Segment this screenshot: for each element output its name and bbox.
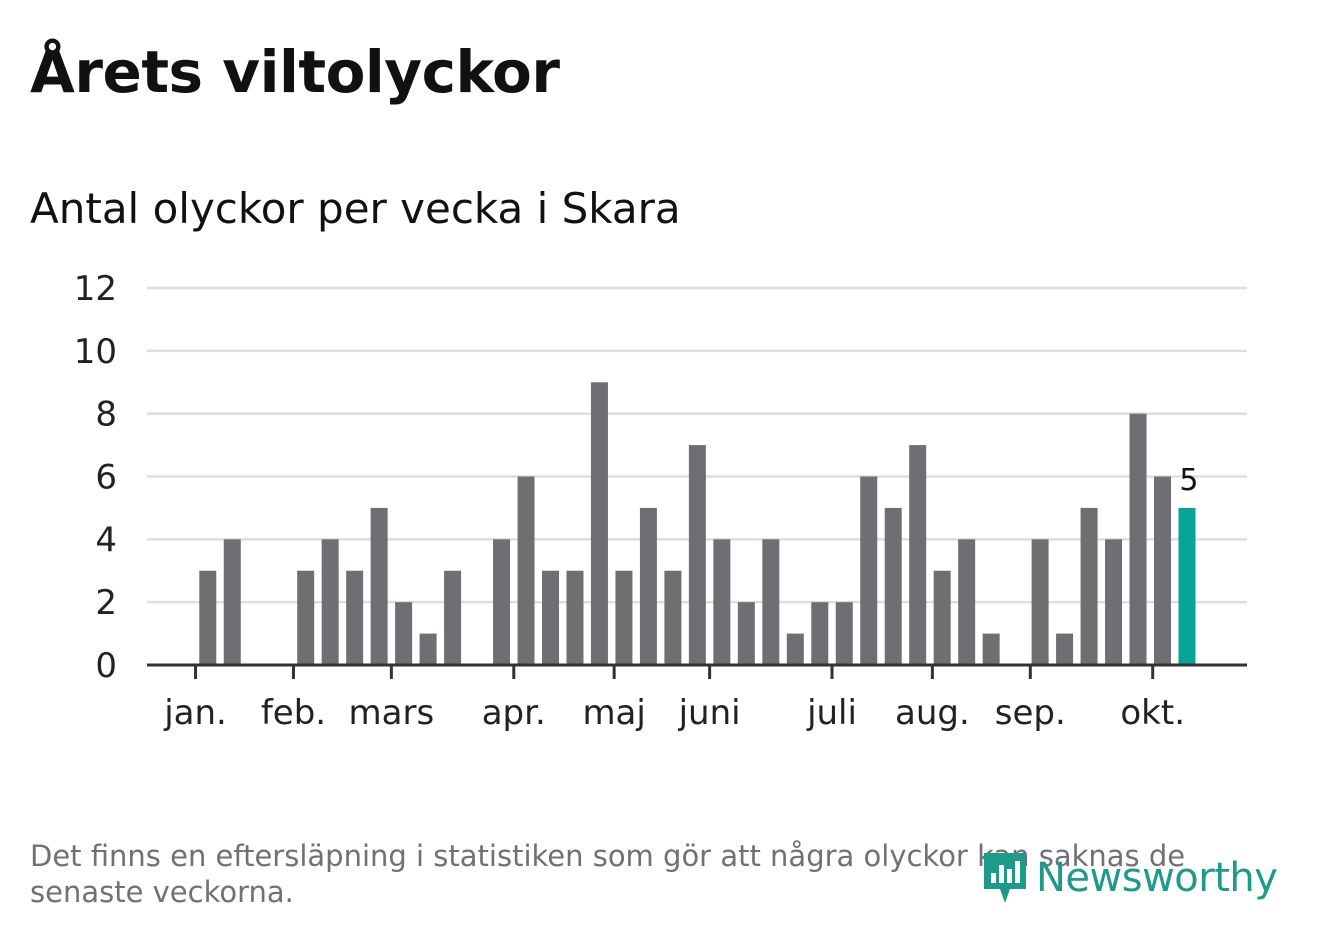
bar	[444, 570, 462, 665]
bar	[1105, 539, 1123, 665]
bar	[419, 633, 437, 665]
y-tick-label: 8	[95, 395, 117, 435]
bar	[737, 602, 755, 665]
bar	[615, 570, 633, 665]
bar	[762, 539, 780, 665]
bar	[346, 570, 364, 665]
bar-highlight	[1178, 507, 1196, 665]
x-tick-label: apr.	[482, 693, 546, 733]
y-tick-label: 2	[95, 583, 117, 623]
bar	[1154, 476, 1171, 665]
bar	[517, 476, 535, 665]
data-label: 5	[1179, 463, 1198, 498]
x-tick-label: jan.	[163, 693, 227, 733]
newsworthy-bar-chart-icon	[984, 853, 1026, 903]
x-tick-label: juli	[806, 693, 857, 733]
chart-title: Årets viltolyckor	[30, 38, 560, 106]
bar	[909, 445, 927, 665]
bar	[395, 602, 413, 665]
bar	[713, 539, 731, 665]
x-tick-label: okt.	[1120, 693, 1185, 733]
bar	[542, 570, 559, 665]
x-tick-label: feb.	[261, 693, 326, 733]
y-tick-label: 0	[95, 646, 117, 686]
bar	[1031, 539, 1049, 665]
x-tick-label: aug.	[895, 693, 970, 733]
x-tick-label: mars	[349, 693, 435, 733]
bar	[884, 507, 902, 665]
bar	[933, 570, 951, 665]
newsworthy-logo: Newsworthy	[980, 846, 1278, 910]
bar	[1080, 507, 1098, 665]
bar	[566, 570, 584, 665]
bar	[1056, 633, 1074, 665]
logo-text: Newsworthy	[1036, 855, 1278, 901]
bar	[958, 539, 976, 665]
bar	[860, 476, 878, 665]
y-tick-label: 12	[74, 269, 117, 309]
bar	[223, 539, 241, 665]
bar	[590, 382, 608, 665]
x-tick-label: maj	[582, 693, 645, 733]
y-tick-label: 4	[95, 520, 117, 560]
bar	[835, 602, 853, 665]
bar	[370, 507, 388, 665]
bar	[811, 602, 829, 665]
bar	[664, 570, 682, 665]
bar	[786, 633, 804, 665]
y-tick-label: 6	[95, 458, 117, 498]
bar	[321, 539, 339, 665]
bar	[297, 570, 315, 665]
bar	[199, 570, 217, 665]
x-tick-label: juni	[678, 693, 741, 733]
y-tick-label: 10	[74, 332, 117, 372]
bar	[493, 539, 511, 665]
x-tick-label: sep.	[995, 693, 1066, 733]
bar	[688, 445, 706, 665]
chart-subtitle: Antal olyckor per vecka i Skara	[30, 184, 681, 233]
bar	[1129, 413, 1147, 665]
bar	[982, 633, 1000, 665]
bar	[639, 507, 657, 665]
